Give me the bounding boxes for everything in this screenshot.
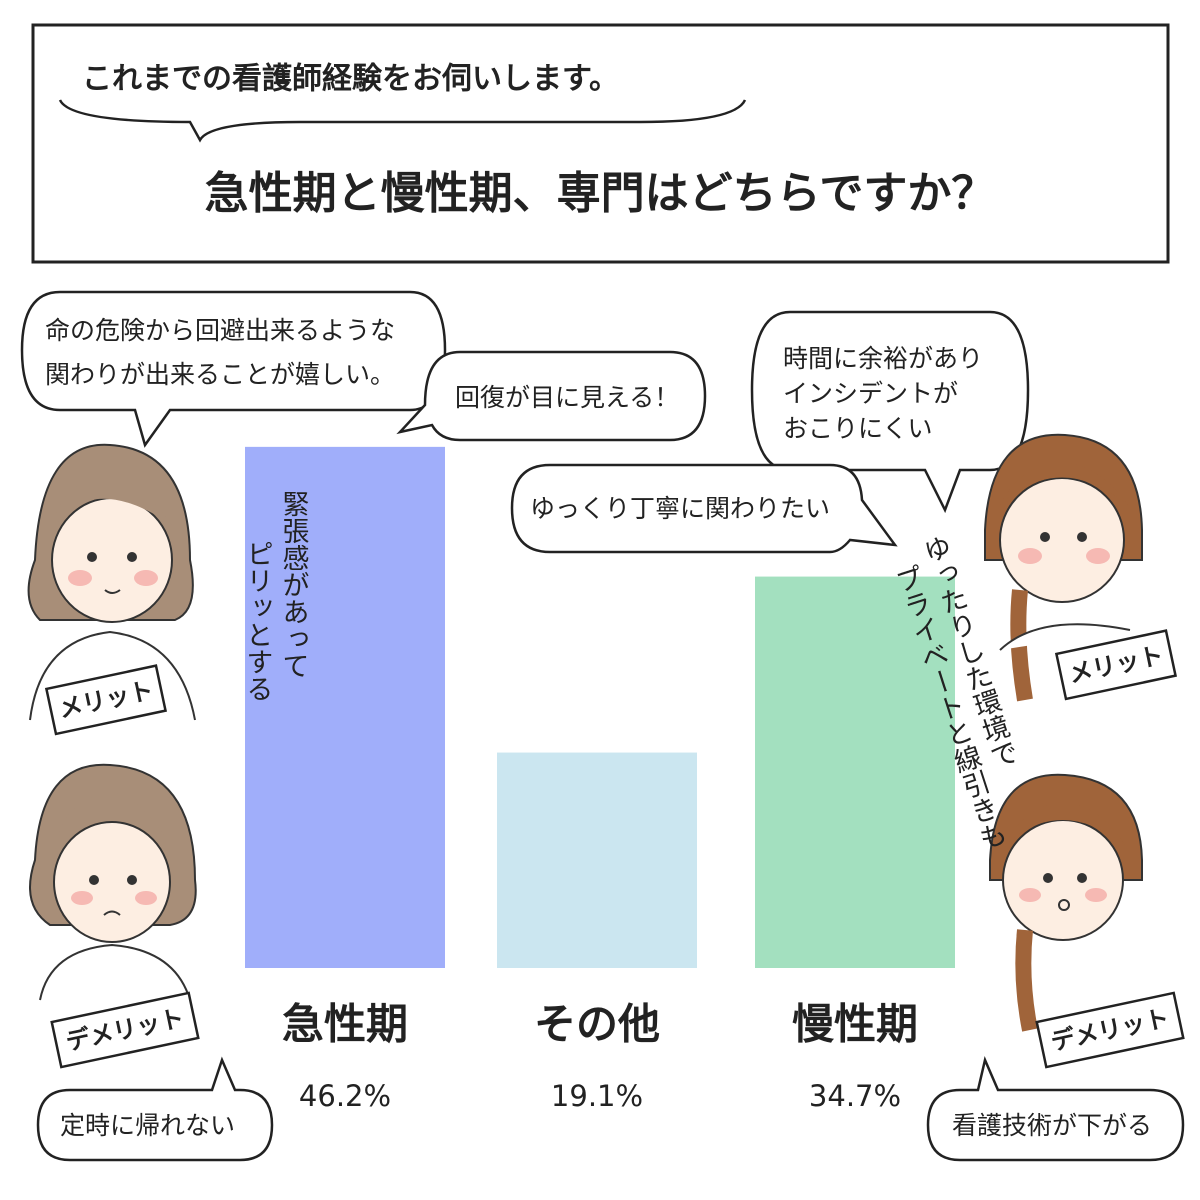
bar xyxy=(755,576,955,968)
value-label: 19.1% xyxy=(551,1079,643,1113)
speech-bubble xyxy=(36,1056,274,1162)
tag xyxy=(50,991,200,1069)
bubble-text: ゆっくり丁寧に関わりたい xyxy=(530,494,830,523)
character xyxy=(984,433,1143,1032)
speech-bubble xyxy=(926,1056,1185,1162)
bubble-text: 看護技術が下がる xyxy=(952,1111,1152,1140)
tag xyxy=(1035,991,1185,1069)
tag xyxy=(44,664,168,736)
tag xyxy=(1054,629,1178,701)
merit-note: ピリッとする xyxy=(242,540,273,702)
title: 急性期と慢性期、専門はどちらですか？ xyxy=(205,168,996,219)
bubble-text: 時間に余裕があり xyxy=(783,344,983,373)
bubble-text: インシデントが xyxy=(783,379,958,408)
bar xyxy=(497,752,697,968)
character xyxy=(27,443,197,1001)
value-label: 46.2% xyxy=(299,1079,391,1113)
speech-bubble xyxy=(20,290,447,448)
category-label: その他 xyxy=(534,1000,660,1049)
bubble-text: 回復が目に見える！ xyxy=(455,383,679,412)
subtitle: これまでの看護師経験をお伺いします。 xyxy=(82,62,619,97)
merit-note: 緊張感があって xyxy=(278,490,309,679)
header-box xyxy=(31,23,1170,264)
speech-bubble xyxy=(396,350,707,442)
speech-bubble xyxy=(510,463,898,554)
bars: 急性期 46.2% その他 19.1% 慢性期 34.7% xyxy=(245,446,955,1113)
bubble-text: 関わりが出来ることが嬉しい。 xyxy=(45,360,395,389)
category-label: 急性期 xyxy=(282,1000,408,1049)
speech-bubble xyxy=(750,310,1030,514)
brace xyxy=(58,99,747,143)
bubble-text: 定時に帰れない xyxy=(60,1111,235,1140)
category-label: 慢性期 xyxy=(792,1000,918,1049)
value-label: 34.7% xyxy=(809,1079,901,1113)
bubble-text: おこりにくい xyxy=(783,414,933,443)
bar xyxy=(245,446,445,968)
bubble-text: 命の危険から回避出来るような xyxy=(45,316,395,345)
